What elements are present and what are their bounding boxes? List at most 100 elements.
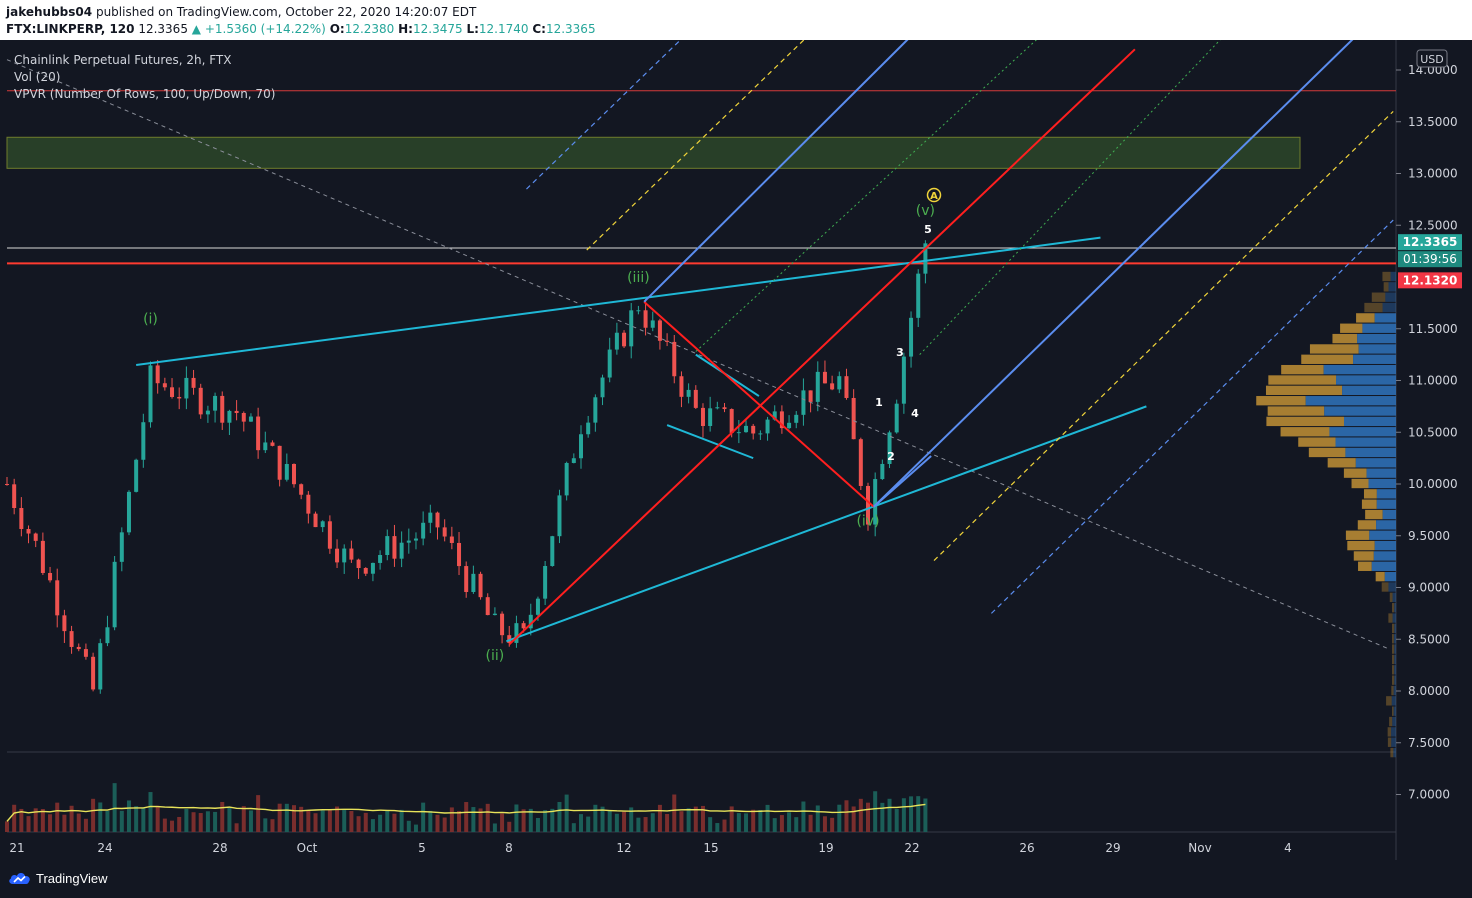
volume-bar [729, 806, 734, 832]
vp-up-bar [1376, 499, 1396, 509]
volume-bar [69, 805, 74, 832]
tradingview-logo[interactable]: TradingView [8, 870, 108, 886]
candle-body [672, 341, 677, 377]
vp-up-bar [1382, 302, 1396, 313]
vp-up-bar [1376, 489, 1396, 499]
volume-bar [808, 814, 813, 832]
candle-body [177, 396, 182, 399]
vp-up-bar [1368, 478, 1396, 489]
time-tick-label: 15 [703, 841, 718, 855]
vp-down-bar [1392, 603, 1395, 613]
chart-background [0, 40, 1472, 860]
volume-bar [880, 802, 885, 832]
time-tick-label: 21 [9, 841, 24, 855]
volume-bar [91, 798, 96, 832]
candle-body [700, 407, 705, 427]
time-tick-label: 19 [818, 841, 833, 855]
volume-bar [650, 813, 655, 832]
vp-down-bar [1356, 313, 1375, 323]
candle-body [528, 614, 533, 629]
candle-body [679, 376, 684, 397]
candle-body [787, 422, 792, 429]
vp-up-bar [1336, 375, 1396, 385]
volume-bar [112, 783, 117, 832]
candle-body [134, 459, 139, 492]
volume-bar [335, 806, 340, 832]
volume-profile [1256, 271, 1396, 758]
red-level-tag [1398, 272, 1462, 289]
volume-bar [901, 798, 906, 832]
vp-up-bar [1394, 623, 1396, 634]
candle-body [808, 390, 813, 402]
red-median-line [508, 48, 1136, 646]
wave-label: (iv) [856, 513, 879, 529]
volume-bar [643, 817, 648, 832]
candle-body [413, 538, 418, 541]
volume-bar [155, 805, 160, 832]
vp-down-bar [1387, 737, 1392, 747]
volume-bar [636, 817, 641, 832]
volume-bar [779, 815, 784, 832]
price-tick-label: 9.5000 [1408, 529, 1450, 543]
volume-bar [256, 795, 261, 832]
time-tick-label: 22 [904, 841, 919, 855]
volume-bar [550, 808, 555, 832]
green-dotted-line [695, 40, 1037, 352]
candle-body [363, 568, 368, 574]
price-tick-label: 8.5000 [1408, 632, 1450, 646]
candle-body [320, 521, 325, 528]
candle-body [327, 521, 332, 549]
last-price: 12.3365 [138, 22, 188, 36]
yellow-dashed-line [586, 40, 805, 251]
candle-body [650, 320, 655, 328]
volume-bar [614, 813, 619, 832]
candle-body [887, 432, 892, 464]
vp-down-bar [1382, 271, 1391, 282]
author-name[interactable]: jakehubbs04 [6, 5, 93, 19]
volume-bar [521, 809, 526, 832]
candle-body [198, 387, 203, 415]
candle-body [507, 635, 512, 643]
volume-bar [48, 814, 53, 832]
time-tick-label: 29 [1105, 841, 1120, 855]
volume-bar [772, 818, 777, 832]
vp-up-bar [1342, 385, 1396, 396]
volume-bar [349, 811, 354, 832]
volume-bar [528, 808, 533, 832]
last-price-tag-label: 12.3365 [1403, 235, 1458, 249]
volume-bar [700, 805, 705, 832]
volume-bar [593, 804, 598, 832]
vp-up-bar [1355, 458, 1396, 468]
vp-down-bar [1358, 561, 1372, 571]
volume-bar [744, 813, 749, 832]
candle-body [191, 377, 196, 388]
volume-bar [170, 820, 175, 832]
vp-down-bar [1392, 665, 1395, 675]
volume-bar [622, 811, 627, 832]
vp-down-bar [1387, 727, 1392, 737]
vp-down-bar [1308, 447, 1346, 458]
vp-up-bar [1369, 530, 1396, 540]
volume-bar [916, 796, 921, 832]
price-chart[interactable]: 14.000013.500013.000012.500011.500011.00… [0, 40, 1472, 860]
yellow-dashed-line [933, 110, 1394, 562]
wave-label: (i) [143, 312, 158, 328]
vp-up-bar [1393, 706, 1396, 716]
volume-bar [277, 803, 282, 832]
volume-bar [672, 794, 677, 832]
volume-bar [693, 806, 698, 832]
volume-bar [299, 806, 304, 832]
ohlc-line: FTX:LINKPERP, 120 12.3365 ▲ +1.5360 (+14… [6, 22, 596, 36]
volume-bar [83, 818, 88, 832]
red-level-tag-label: 12.1320 [1403, 273, 1458, 287]
vp-down-bar [1268, 375, 1337, 385]
vp-up-bar [1343, 416, 1396, 427]
vp-down-bar [1340, 323, 1363, 333]
candle-body [248, 416, 253, 422]
volume-bar [758, 810, 763, 832]
volume-bar [105, 810, 110, 832]
candle-body [205, 410, 210, 415]
price-tick-label: 11.5000 [1408, 322, 1458, 336]
candle-body [48, 572, 53, 581]
volume-bar [134, 806, 139, 832]
